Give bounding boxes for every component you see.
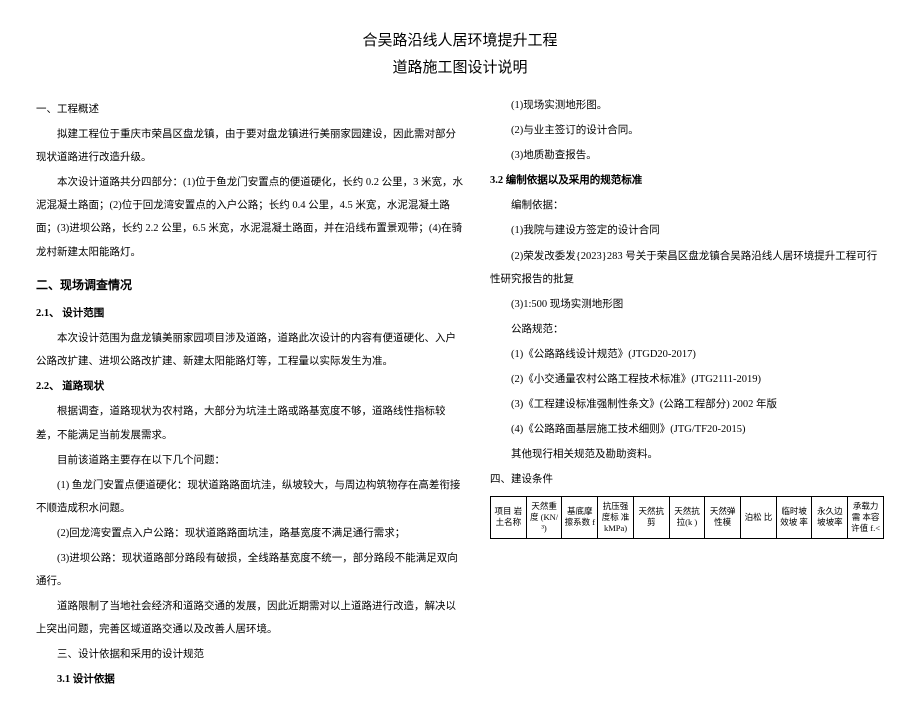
table-header-cell: 临时坡 效坡 率: [776, 496, 812, 538]
table-header-cell: 天然弹性模: [705, 496, 741, 538]
paragraph: (1)我院与建设方签定的设计合同: [490, 219, 884, 242]
paragraph: (3)地质勘查报告。: [490, 144, 884, 167]
paragraph: 其他现行相关规范及勘助资料。: [490, 443, 884, 466]
left-column: 一、工程概述 拟建工程位于重庆市荣昌区盘龙镇，由于要对盘龙镇进行美丽家园建设，因…: [36, 92, 466, 694]
table-header-cell: 承载力需 本容许值 f.<: [848, 496, 884, 538]
section-2-1-heading: 2.1、 设计范围: [36, 302, 466, 325]
paragraph: (3)《工程建设标准强制性条文》(公路工程部分) 2002 年版: [490, 393, 884, 416]
paragraph: (3)1:500 现场实测地形图: [490, 293, 884, 316]
conditions-table-wrap: 项目 岩土名称 天然重度 (KN/³) 基底摩擦系数 f 抗压强度标 准 kMP…: [490, 496, 884, 539]
main-title: 合吴路沿线人居环境提升工程: [36, 28, 884, 55]
paragraph: 拟建工程位于重庆市荣昌区盘龙镇，由于要对盘龙镇进行美丽家园建设，因此需对部分现状…: [36, 123, 466, 169]
table-header-cell: 天然抗剪: [633, 496, 669, 538]
sub-title: 道路施工图设计说明: [36, 55, 884, 82]
paragraph: (2)与业主签订的设计合同。: [490, 119, 884, 142]
table-header-cell: 永久边 坡坡率: [812, 496, 848, 538]
table-header-cell: 基底摩擦系数 f: [562, 496, 598, 538]
paragraph: (1)《公路路线设计规范》(JTGD20-2017): [490, 343, 884, 366]
table-header-cell: 泊松 比: [741, 496, 777, 538]
paragraph: 道路限制了当地社会经济和道路交通的发展，因此近期需对以上道路进行改造，解决以上突…: [36, 595, 466, 641]
right-column: (1)现场实测地形图。 (2)与业主签订的设计合同。 (3)地质勘查报告。 3.…: [490, 92, 884, 694]
table-header-row: 项目 岩土名称 天然重度 (KN/³) 基底摩擦系数 f 抗压强度标 准 kMP…: [491, 496, 884, 538]
table-header-cell: 项目 岩土名称: [491, 496, 527, 538]
title-block: 合吴路沿线人居环境提升工程 道路施工图设计说明: [36, 28, 884, 82]
paragraph: (2)回龙湾安置点入户公路：现状道路路面坑洼，路基宽度不满足通行需求；: [36, 522, 466, 545]
paragraph: 本次设计范围为盘龙镇美丽家园项目涉及道路，道路此次设计的内容有便道硬化、入户公路…: [36, 327, 466, 373]
paragraph: 目前该道路主要存在以下几个问题：: [36, 449, 466, 472]
paragraph: 公路规范：: [490, 318, 884, 341]
section-2-2-heading: 2.2、 道路现状: [36, 375, 466, 398]
conditions-table: 项目 岩土名称 天然重度 (KN/³) 基底摩擦系数 f 抗压强度标 准 kMP…: [490, 496, 884, 539]
paragraph: (4)《公路路面基层施工技术细则》(JTG/TF20-2015): [490, 418, 884, 441]
paragraph: 本次设计道路共分四部分：(1)位于鱼龙门安置点的便道硬化，长约 0.2 公里，3…: [36, 171, 466, 263]
paragraph: (1)现场实测地形图。: [490, 94, 884, 117]
section-3-2-heading: 3.2 编制依据以及采用的规范标准: [490, 169, 884, 192]
table-header-cell: 抗压强度标 准 kMPa): [598, 496, 634, 538]
section-1-heading: 一、工程概述: [36, 98, 466, 121]
paragraph: (3)进坝公路：现状道路部分路段有破损，全线路基宽度不统一，部分路段不能满足双向…: [36, 547, 466, 593]
section-4-heading: 四、建设条件: [490, 468, 884, 491]
table-header-cell: 天然重度 (KN/³): [526, 496, 562, 538]
paragraph: (2)《小交通量农村公路工程技术标准》(JTG2111-2019): [490, 368, 884, 391]
paragraph: 编制依据：: [490, 194, 884, 217]
section-2-heading: 二、现场调查情况: [36, 272, 466, 298]
table-header-cell: 天然抗 拉(k ): [669, 496, 705, 538]
paragraph: (1) 鱼龙门安置点便道硬化：现状道路路面坑洼，纵坡较大，与周边构筑物存在高差衔…: [36, 474, 466, 520]
two-column-layout: 一、工程概述 拟建工程位于重庆市荣昌区盘龙镇，由于要对盘龙镇进行美丽家园建设，因…: [36, 92, 884, 694]
section-3-1-heading: 3.1 设计依据: [57, 668, 466, 691]
paragraph: (2)荣发改委发{2023}283 号关于荣昌区盘龙镇合吴路沿线人居环境提升工程…: [490, 245, 884, 291]
section-3-heading: 三、设计依据和采用的设计规范: [57, 643, 466, 666]
paragraph: 根据调查，道路现状为农村路，大部分为坑洼土路或路基宽度不够，道路线性指标较差，不…: [36, 400, 466, 446]
